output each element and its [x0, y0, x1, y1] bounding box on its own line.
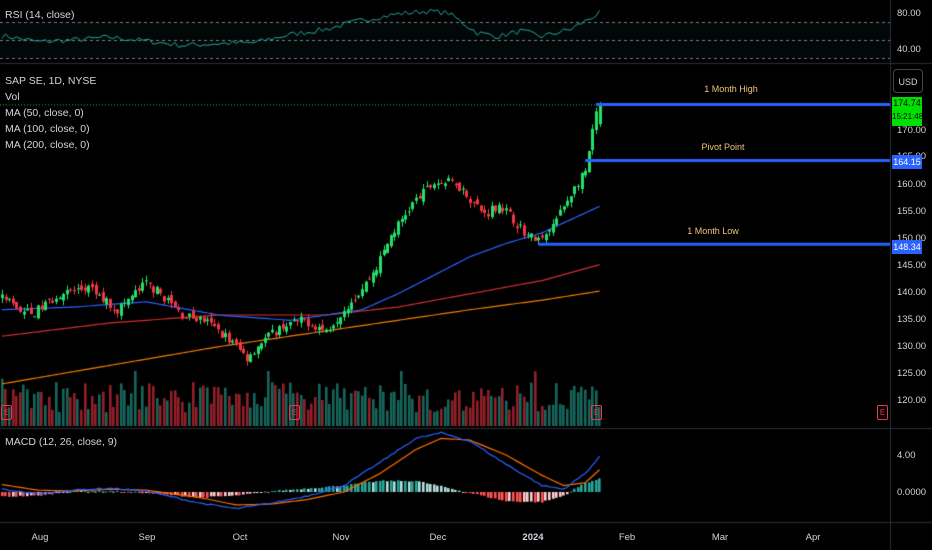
macd-tick-4: 4.00	[897, 450, 916, 461]
time-axis-label: Apr	[805, 532, 821, 543]
ma200-legend[interactable]: MA (200, close, 0)	[5, 139, 90, 151]
price-tick: 135.00	[897, 314, 927, 325]
pivot-point-label: Pivot Point	[701, 142, 745, 152]
rsi-tick-40: 40.00	[897, 44, 921, 55]
month-high-label: 1 Month High	[704, 84, 758, 94]
time-axis-label: Sep	[138, 532, 156, 543]
earnings-marker[interactable]: E	[877, 405, 888, 420]
month-low-price-tag: 148.34	[892, 240, 922, 254]
ma50-legend[interactable]: MA (50, close, 0)	[5, 107, 84, 119]
ma100-legend[interactable]: MA (100, close, 0)	[5, 123, 90, 135]
earnings-marker[interactable]: E	[1, 405, 12, 420]
price-tick: 145.00	[897, 260, 927, 271]
last-price-value: 174.74	[893, 98, 921, 108]
price-tick: 130.00	[897, 341, 927, 352]
time-axis-label: Feb	[618, 532, 636, 543]
price-tick: 155.00	[897, 206, 927, 217]
macd-title: MACD (12, 26, close, 9)	[5, 436, 118, 448]
price-tick: 160.00	[897, 179, 927, 190]
currency-button[interactable]: USD	[893, 69, 923, 93]
rsi-title: RSI (14, close)	[5, 9, 75, 21]
price-tick: 170.00	[897, 125, 927, 136]
time-axis-label: Mar	[711, 532, 729, 543]
price-tick: 120.00	[897, 395, 927, 406]
time-axis-label: Nov	[332, 532, 350, 543]
rsi-tick-80: 80.00	[897, 8, 921, 19]
price-tick: 125.00	[897, 368, 927, 379]
month-low-label: 1 Month Low	[687, 226, 739, 236]
pivot-price-tag: 164.15	[892, 155, 922, 169]
time-axis-label: 2024	[522, 532, 544, 543]
bar-countdown: 15:21:48	[892, 112, 924, 121]
earnings-marker[interactable]: E	[591, 405, 602, 420]
last-price-tag: 174.74 15:21:48	[892, 97, 924, 126]
earnings-marker[interactable]: E	[289, 405, 300, 420]
volume-legend[interactable]: Vol	[5, 91, 20, 103]
time-axis-label: Dec	[429, 532, 447, 543]
symbol-title[interactable]: SAP SE, 1D, NYSE	[5, 75, 97, 87]
price-tick: 140.00	[897, 287, 927, 298]
macd-tick-0: 0.0000	[897, 487, 927, 498]
price-tick: 150.00	[897, 233, 927, 244]
time-axis-label: Oct	[232, 532, 248, 543]
time-axis-label: Aug	[31, 532, 49, 543]
